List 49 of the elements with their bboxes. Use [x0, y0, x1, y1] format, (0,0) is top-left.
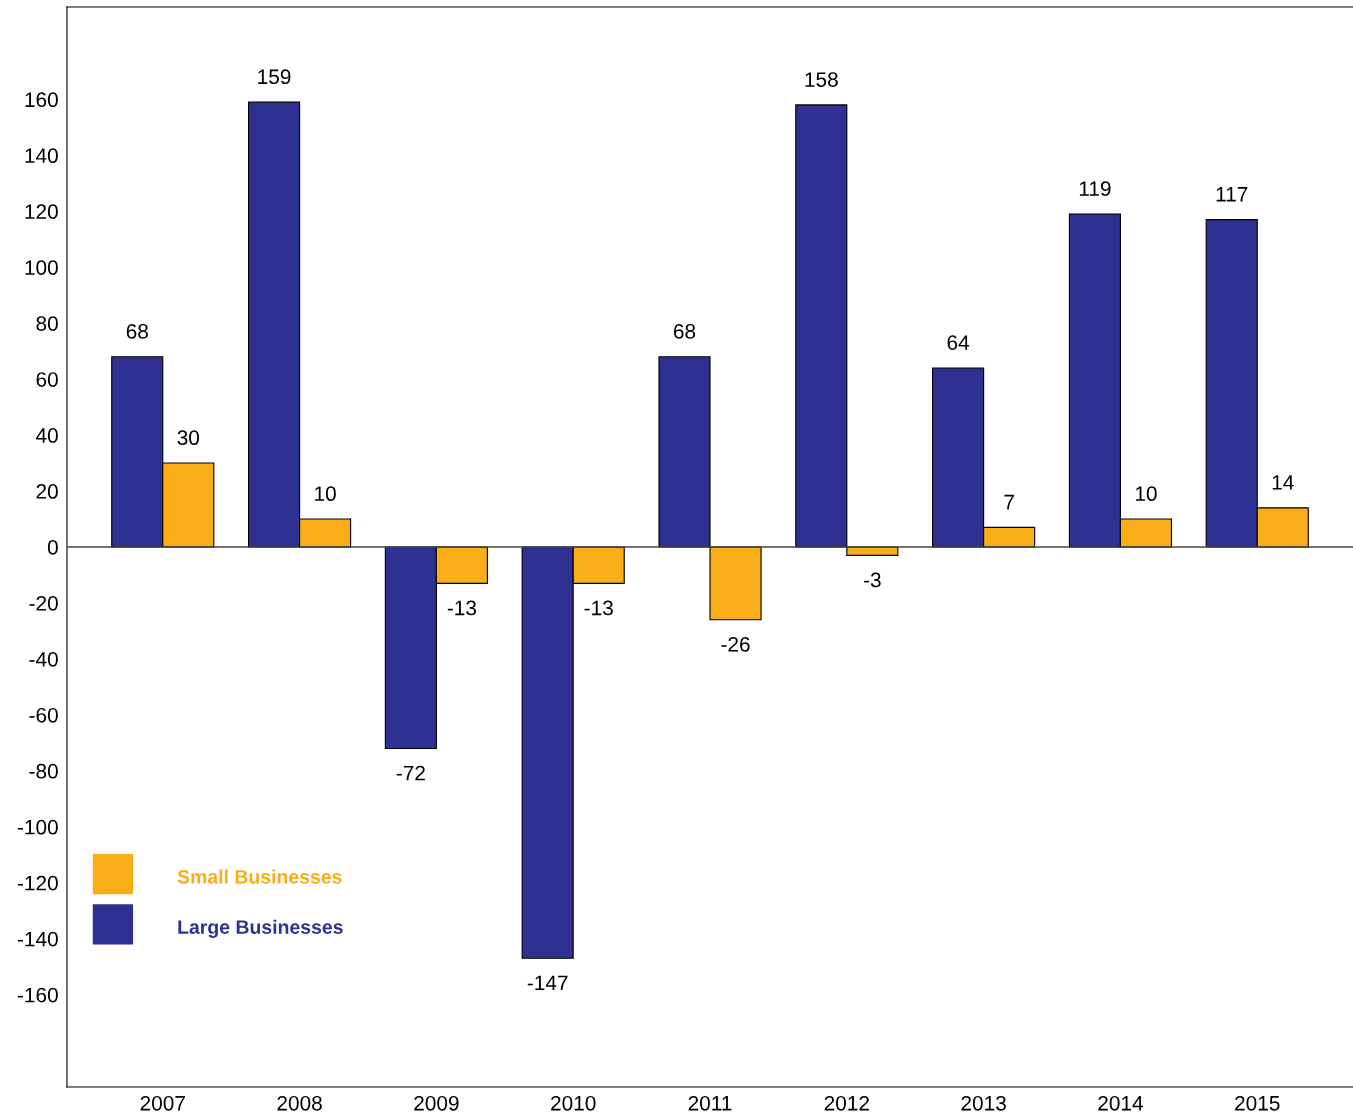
data-label: -3: [863, 572, 881, 588]
data-label: 10: [1135, 486, 1157, 502]
y-tick-label: -20: [29, 595, 58, 611]
data-label: 68: [673, 323, 696, 339]
y-tick-label: 140: [25, 148, 58, 164]
y-tick-label: 60: [36, 372, 58, 387]
y-tick-label: 40: [35, 428, 58, 443]
bar: [658, 356, 711, 548]
data-label: 68: [126, 323, 148, 339]
data-label: 10: [315, 486, 336, 502]
y-tick-label: -100: [17, 819, 58, 835]
x-tick-label: 2008: [277, 1095, 322, 1111]
bar: [709, 546, 762, 621]
x-tick-label: 2007: [140, 1095, 185, 1111]
x-tick-label: 2012: [824, 1095, 869, 1111]
data-label: -147: [527, 975, 568, 991]
x-tick-label: 2010: [551, 1095, 596, 1111]
data-label: 158: [805, 72, 838, 87]
y-tick-label: -140: [17, 931, 58, 947]
data-label: 7: [1004, 494, 1014, 510]
data-label: 159: [258, 69, 291, 85]
y-tick-label: -120: [17, 875, 58, 891]
data-label: 30: [177, 430, 200, 446]
y-tick-label: -40: [29, 651, 58, 667]
data-label: -13: [447, 600, 477, 616]
data-label: -13: [584, 600, 613, 616]
legend-label: Small Businesses: [177, 869, 342, 884]
x-tick-label: 2013: [961, 1095, 1006, 1111]
bar: [795, 104, 848, 548]
y-tick-label: -160: [17, 987, 58, 1003]
x-tick-label: 2014: [1098, 1095, 1143, 1111]
x-tick-label: 2009: [414, 1095, 459, 1111]
x-tick-label: 2015: [1235, 1095, 1280, 1111]
y-tick-label: -60: [29, 707, 58, 723]
y-tick-label: 160: [25, 92, 58, 108]
legend-label: Large Businesses: [178, 919, 343, 938]
y-tick-label: 0: [47, 540, 58, 555]
x-tick-label: 2011: [688, 1095, 732, 1111]
data-label: 117: [1216, 187, 1248, 202]
data-label: 14: [1272, 475, 1294, 490]
y-tick-label: 100: [25, 260, 58, 275]
y-tick-label: 80: [36, 316, 58, 331]
data-label: -72: [396, 765, 425, 781]
data-label: 119: [1079, 181, 1111, 197]
data-label: -26: [721, 636, 750, 652]
data-label: 64: [947, 335, 970, 350]
y-tick-label: -80: [29, 763, 58, 779]
y-tick-label: 20: [36, 484, 58, 499]
y-tick-label: 120: [25, 204, 58, 219]
